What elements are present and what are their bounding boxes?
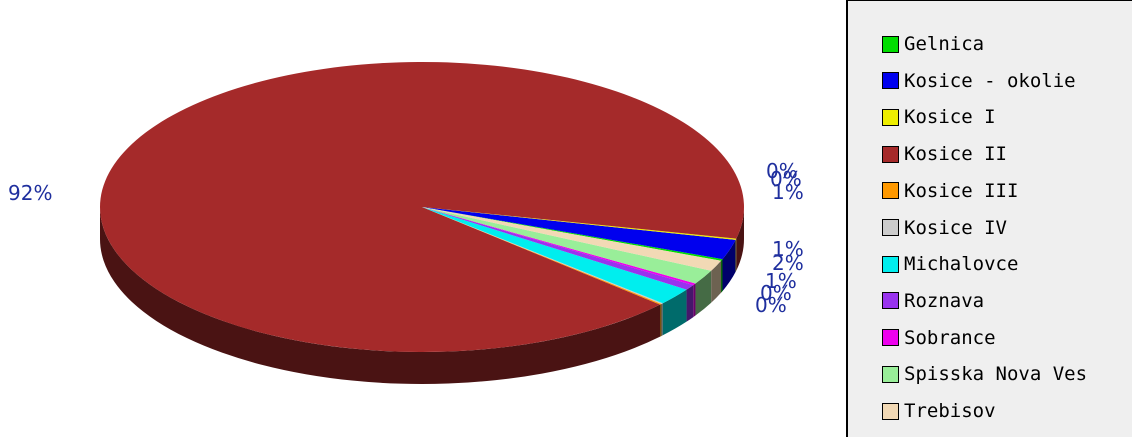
pie-side-kosice-ii xyxy=(736,207,744,271)
legend-item-sobrance: Sobrance xyxy=(882,323,996,353)
legend-label: Trebisov xyxy=(904,400,996,422)
percent-label: 0% xyxy=(770,167,802,191)
pie-side-gelnica xyxy=(721,259,723,293)
pie-slice-kosice-iii xyxy=(422,207,662,305)
legend: Gelnica Kosice - okolie Kosice I Kosice II K… xyxy=(846,0,1132,437)
legend-item-roznava: Roznava xyxy=(882,286,984,316)
pie-side-kosice-i xyxy=(735,238,737,272)
percent-label: 0% xyxy=(766,159,798,183)
legend-label: Kosice III xyxy=(904,179,1019,202)
pie-slice-gelnica xyxy=(422,207,723,261)
legend-label: Spisska Nova Ves xyxy=(904,363,1088,386)
pie-slice-michalovce xyxy=(422,207,687,304)
legend-label: Kosice - okolie xyxy=(904,69,1076,92)
legend-item-trebisov: Trebisov xyxy=(882,396,996,426)
pie-side-kosice-ii xyxy=(100,207,661,384)
legend-item-kosice-i: Kosice I xyxy=(882,102,996,132)
legend-item-gelnica: Gelnica xyxy=(882,29,984,59)
legend-swatch xyxy=(882,35,899,53)
legend-item-kosice-iv: Kosice IV xyxy=(882,213,1007,243)
legend-swatch xyxy=(882,72,899,90)
legend-label: Kosice IV xyxy=(904,216,1007,239)
pie-side-trebisov xyxy=(711,260,722,303)
pie-slice-trebisov xyxy=(422,207,722,271)
legend-item-michalovce: Michalovce xyxy=(882,249,1018,279)
pie-slice-kosice-iv xyxy=(422,207,663,304)
legend-label: Sobrance xyxy=(904,326,996,349)
pie-side-layer xyxy=(100,207,744,384)
legend-swatch xyxy=(882,145,899,163)
legend-swatch xyxy=(882,402,899,420)
percent-label: 2% xyxy=(772,251,804,275)
pie-label-layer: 92%0%0%1%1%2%1%0%0% xyxy=(8,159,804,317)
percent-label: 0% xyxy=(755,293,787,317)
percent-label: 1% xyxy=(772,237,804,261)
legend-item-kosice-okolie: Kosice - okolie xyxy=(882,66,1076,96)
legend-label: Kosice II xyxy=(904,143,1007,166)
pie-slice-kosice-ii xyxy=(99,61,745,353)
legend-label: Gelnica xyxy=(904,33,985,55)
pie-side-kosice-iv xyxy=(661,303,663,336)
pie-side-spisska-nova-ves xyxy=(695,270,712,316)
legend-label: Kosice I xyxy=(904,106,996,129)
legend-item-kosice-ii: Kosice II xyxy=(882,139,1007,169)
legend-label: Michalovce xyxy=(904,253,1019,276)
legend-item-kosice-iii: Kosice III xyxy=(882,176,1018,206)
pie-slice-kosice-i xyxy=(422,207,737,240)
legend-swatch xyxy=(882,182,899,200)
pie-slice-sobrance xyxy=(422,207,696,286)
pie-top-layer xyxy=(99,61,745,353)
percent-label: 92% xyxy=(8,181,52,205)
pie-chart: 92%0%0%1%1%2%1%0%0% xyxy=(8,61,804,384)
pie-side-michalovce xyxy=(662,289,687,336)
legend-swatch xyxy=(882,292,899,310)
percent-label: 0% xyxy=(760,281,792,305)
pie-slice-spisska-nova-ves xyxy=(422,207,712,284)
pie-side-roznava xyxy=(686,285,694,322)
pie-side-kosice-okolie xyxy=(722,239,736,292)
pie-slice-roznava xyxy=(422,207,694,290)
legend-swatch xyxy=(882,108,899,126)
pie-side-sobrance xyxy=(693,283,696,318)
pie-slice-kosice-okolie xyxy=(422,207,736,260)
legend-swatch xyxy=(882,329,899,347)
pie-side-kosice-iii xyxy=(660,303,662,337)
percent-label: 1% xyxy=(772,180,804,204)
legend-item-spisska-nova-ves: Spisska Nova Ves xyxy=(882,359,1087,389)
legend-swatch xyxy=(882,365,899,383)
legend-swatch xyxy=(882,255,899,273)
legend-swatch xyxy=(882,219,899,236)
percent-label: 1% xyxy=(765,269,797,293)
legend-label: Roznava xyxy=(904,289,985,312)
